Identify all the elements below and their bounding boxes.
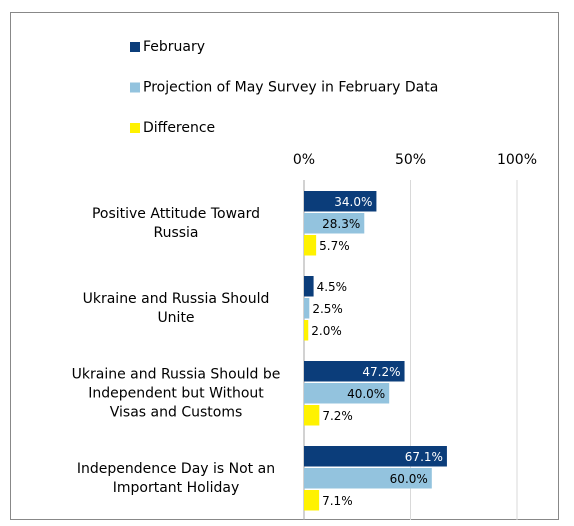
- legend-label: Projection of May Survey in February Dat…: [143, 80, 438, 96]
- value-label: 60.0%: [390, 472, 428, 486]
- bar: [304, 213, 365, 234]
- value-label: 7.1%: [322, 494, 353, 508]
- bar: [304, 383, 390, 404]
- legend-label: February: [143, 39, 205, 55]
- category-label: Independence Day is Not an: [77, 461, 275, 477]
- category-label: Unite: [157, 310, 194, 326]
- x-tick-label: 50%: [395, 152, 426, 168]
- value-label: 40.0%: [347, 387, 385, 401]
- value-label: 4.5%: [317, 280, 348, 294]
- value-label: 2.0%: [311, 324, 342, 338]
- bar: [304, 446, 447, 467]
- x-tick-label: 0%: [293, 152, 315, 168]
- category-label: Positive Attitude Toward: [92, 206, 260, 222]
- bar: [304, 235, 317, 256]
- category-label: Independent but Without: [88, 385, 264, 401]
- bar: [304, 405, 320, 426]
- category-label: Russia: [153, 225, 198, 241]
- bar: [304, 490, 320, 511]
- value-label: 7.2%: [322, 409, 353, 423]
- chart-border: [10, 12, 559, 520]
- legend-swatch: [130, 123, 140, 133]
- value-label: 28.3%: [322, 217, 360, 231]
- value-label: 2.5%: [312, 302, 343, 316]
- category-label: Visas and Customs: [110, 404, 243, 420]
- value-label: 47.2%: [362, 365, 400, 379]
- value-label: 5.7%: [319, 239, 350, 253]
- bar: [304, 320, 309, 341]
- category-label: Ukraine and Russia Should be: [72, 366, 281, 382]
- x-tick-label: 100%: [497, 152, 537, 168]
- category-label: Important Holiday: [113, 480, 239, 496]
- value-label: 34.0%: [334, 195, 372, 209]
- bar: [304, 468, 432, 489]
- bar: [304, 298, 310, 319]
- bar: [304, 361, 405, 382]
- value-label: 67.1%: [405, 450, 443, 464]
- legend-label: Difference: [143, 120, 215, 136]
- legend-swatch: [130, 42, 140, 52]
- category-label: Ukraine and Russia Should: [83, 291, 270, 307]
- bar: [304, 191, 377, 212]
- legend-swatch: [130, 82, 140, 93]
- bar: [304, 276, 314, 297]
